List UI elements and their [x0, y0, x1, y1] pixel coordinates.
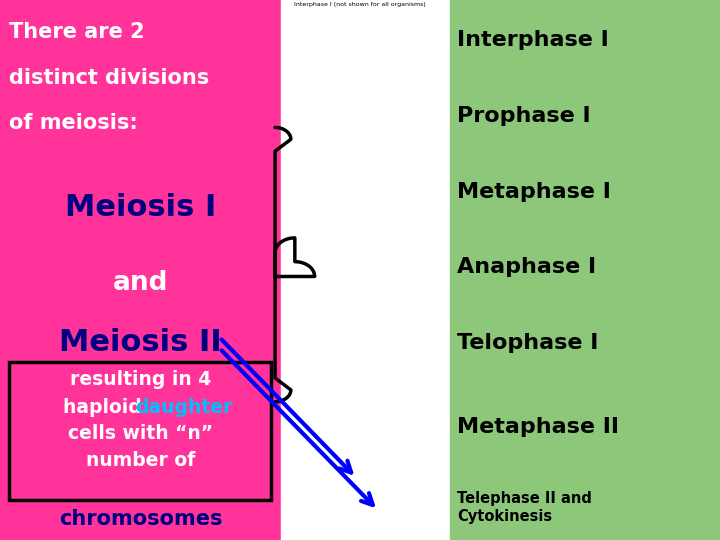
Text: haploid: haploid — [63, 398, 148, 417]
Text: resulting in 4: resulting in 4 — [70, 369, 211, 389]
FancyBboxPatch shape — [9, 362, 271, 500]
Text: Interphase I (not shown for all organisms): Interphase I (not shown for all organism… — [294, 2, 426, 6]
Bar — [450, 0, 720, 540]
Text: and: and — [112, 271, 168, 296]
Text: Prophase I: Prophase I — [457, 106, 591, 126]
Text: Interphase I: Interphase I — [457, 30, 609, 51]
Text: chromosomes: chromosomes — [58, 509, 222, 530]
Bar — [0, 0, 281, 540]
Text: daughter: daughter — [135, 398, 233, 417]
Bar — [281, 0, 450, 540]
Text: Meiosis II: Meiosis II — [59, 328, 222, 357]
Text: distinct divisions: distinct divisions — [9, 68, 209, 87]
Text: cells with “n”: cells with “n” — [68, 424, 213, 443]
Text: of meiosis:: of meiosis: — [9, 113, 138, 133]
Text: Metaphase I: Metaphase I — [457, 181, 611, 202]
Text: Anaphase I: Anaphase I — [457, 257, 596, 278]
Text: Metaphase II: Metaphase II — [457, 416, 619, 437]
Text: number of: number of — [86, 450, 195, 470]
Text: Telephase II and
Cytokinesis: Telephase II and Cytokinesis — [457, 491, 592, 524]
Text: Meiosis I: Meiosis I — [65, 193, 216, 222]
Text: There are 2: There are 2 — [9, 22, 144, 42]
Text: Telophase I: Telophase I — [457, 333, 598, 353]
